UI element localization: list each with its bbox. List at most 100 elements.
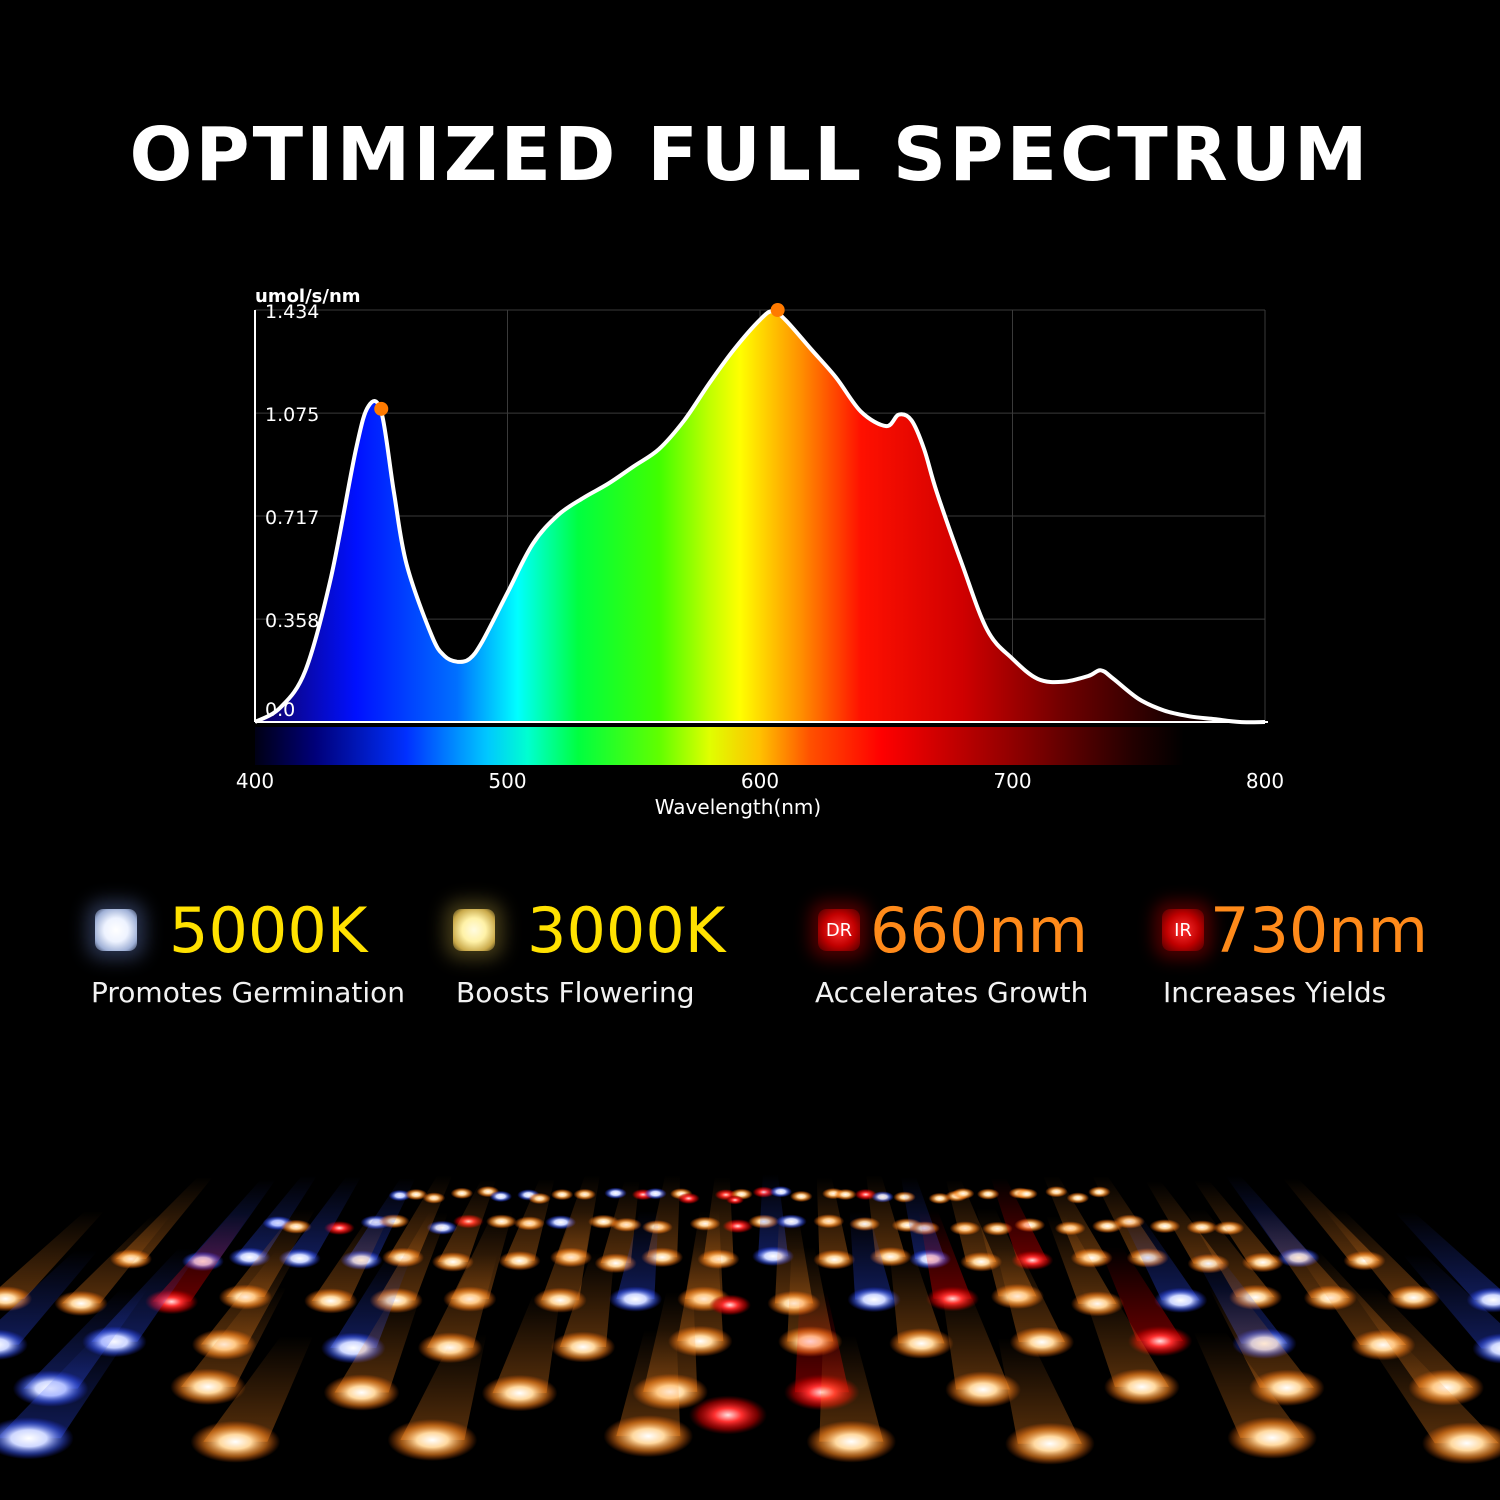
led-beam: [334, 1292, 422, 1393]
led-beam: [437, 1179, 497, 1262]
led-beam: [181, 1286, 287, 1387]
warm-led-chip-icon: [453, 909, 495, 951]
led-dot: [806, 1420, 897, 1463]
x-tick-label: 500: [488, 769, 526, 793]
led-beam: [0, 1332, 132, 1439]
led-beam: [1046, 1215, 1117, 1304]
led-beam: [1146, 1181, 1224, 1264]
led-beam: [941, 1289, 1011, 1390]
led-beam: [600, 1181, 640, 1264]
led-beam: [990, 1178, 1048, 1261]
feature-value: 5000K: [169, 894, 368, 967]
led-beam: [918, 1210, 972, 1299]
led-beam: [1193, 1180, 1278, 1263]
led-beam: [1193, 1331, 1305, 1438]
led-beam: [400, 1333, 487, 1440]
led-dot: [323, 1374, 400, 1411]
led-beam: [201, 1250, 299, 1345]
feature-value: 3000K: [527, 894, 726, 967]
led-beam: [866, 1174, 906, 1257]
led-dot: [0, 1417, 74, 1460]
led-beam: [819, 1335, 884, 1442]
led-beam: [387, 1175, 453, 1258]
led-dot: [54, 1290, 108, 1316]
led-dot: [790, 1190, 813, 1202]
led-beam: [1364, 1337, 1499, 1444]
led-beam: [1043, 1175, 1107, 1258]
led-dot: [190, 1420, 281, 1463]
led-beam: [203, 1335, 314, 1442]
led-beam: [816, 1177, 850, 1260]
y-tick-label: 1.434: [265, 301, 319, 323]
led-dot: [1015, 1188, 1038, 1200]
page-title: OPTIMIZED FULL SPECTRUM: [129, 112, 1371, 198]
led-dot: [1227, 1416, 1317, 1459]
feature-description: Promotes Germination: [91, 976, 406, 1009]
led-beam: [541, 1212, 593, 1301]
x-tick-label: 700: [993, 769, 1031, 793]
led-dot: [1104, 1368, 1180, 1406]
led-dot: [608, 1286, 663, 1312]
led-beam: [889, 1249, 945, 1344]
feature-description: Boosts Flowering: [456, 976, 695, 1009]
led-features: 5000K Promotes Germination 3000K Boosts …: [0, 880, 1500, 1040]
led-dot: [945, 1371, 1021, 1408]
led-dot: [1386, 1285, 1441, 1311]
led-dot: [498, 1251, 541, 1271]
led-beam: [330, 1253, 413, 1348]
led-beam: [1394, 1211, 1500, 1300]
peak-marker: [374, 401, 389, 416]
led-beam: [0, 1210, 105, 1299]
y-axis-label: umol/s/nm: [255, 286, 361, 307]
led-beam: [849, 1211, 894, 1300]
led-beam: [0, 1250, 98, 1345]
feature-value: 660nm: [870, 894, 1089, 967]
led-dot: [431, 1252, 474, 1272]
led-dot: [1005, 1422, 1095, 1465]
led-beam: [559, 1253, 615, 1348]
x-axis-label: Wavelength(nm): [655, 795, 821, 819]
led-beam: [1081, 1286, 1169, 1387]
wavelength-color-bar: [255, 727, 1265, 765]
led-dot: [481, 1374, 558, 1412]
led-dot: [1241, 1252, 1284, 1273]
white-led-chip-icon: [95, 909, 137, 951]
led-dot: [677, 1192, 700, 1204]
led-dot: [304, 1288, 358, 1314]
led-beam: [1208, 1287, 1314, 1388]
led-dot: [603, 1415, 694, 1458]
feature-description: Accelerates Growth: [815, 976, 1089, 1009]
x-tick-label: 600: [741, 769, 779, 793]
led-beam: [945, 1179, 997, 1262]
peak-marker: [770, 303, 785, 317]
led-beam: [616, 1211, 659, 1300]
feature-value: 730nm: [1210, 894, 1429, 967]
led-beam: [311, 1212, 391, 1301]
led-dot: [847, 1286, 901, 1313]
y-tick-label: 0.358: [265, 610, 319, 632]
spectrum-area: [255, 311, 1265, 723]
led-dot: [1472, 1333, 1500, 1364]
x-tick-label: 400: [236, 769, 274, 793]
led-beam: [997, 1337, 1082, 1444]
y-tick-label: 0.0: [265, 699, 295, 721]
led-beam: [1099, 1247, 1184, 1342]
led-beam: [616, 1330, 681, 1437]
led-dot: [387, 1419, 478, 1461]
feature-description: Increases Yields: [1163, 976, 1387, 1009]
led-dot: [170, 1368, 246, 1405]
y-tick-label: 0.717: [265, 507, 319, 529]
led-beam: [1349, 1287, 1474, 1388]
led-beam: [1119, 1212, 1200, 1301]
spectrum-curve: [254, 309, 1266, 725]
led-dot: [1154, 1287, 1208, 1313]
led-beam: [23, 1288, 149, 1389]
led-beam: [1402, 1254, 1500, 1349]
deep-red-led-chip-icon: DR: [818, 909, 860, 951]
led-dot: [550, 1331, 616, 1363]
led-dot: [889, 1328, 954, 1359]
led-beam: [995, 1248, 1065, 1343]
led-dot: [813, 1249, 856, 1270]
led-beam: [234, 1175, 318, 1258]
led-dot: [709, 1294, 751, 1316]
